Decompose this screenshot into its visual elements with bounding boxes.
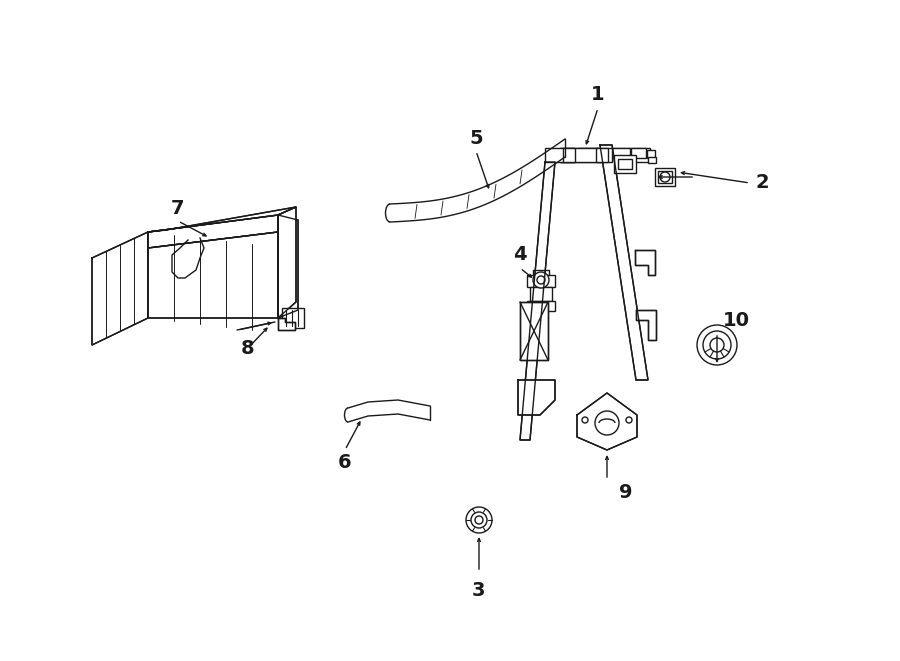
Bar [631, 148, 646, 158]
Polygon shape [635, 250, 655, 275]
Polygon shape [278, 207, 296, 318]
Bar [563, 148, 575, 162]
Bar [658, 171, 672, 183]
Bar [282, 308, 304, 328]
Bar [530, 287, 552, 301]
Polygon shape [278, 215, 298, 318]
Bar [655, 168, 675, 186]
Text: 8: 8 [241, 338, 255, 358]
Circle shape [710, 338, 724, 352]
Polygon shape [148, 207, 296, 232]
Bar [614, 155, 636, 173]
Text: 1: 1 [591, 85, 605, 104]
Polygon shape [148, 215, 278, 248]
Polygon shape [600, 145, 648, 380]
Bar [648, 157, 656, 163]
Bar [527, 301, 555, 311]
Circle shape [537, 276, 545, 284]
Circle shape [703, 331, 731, 359]
Circle shape [471, 512, 487, 528]
Bar [545, 148, 612, 162]
Circle shape [533, 272, 549, 288]
Bar [578, 148, 598, 158]
Circle shape [595, 411, 619, 435]
Text: 3: 3 [472, 580, 485, 600]
Polygon shape [92, 232, 148, 345]
Text: 7: 7 [171, 198, 184, 217]
Bar [560, 148, 574, 162]
Polygon shape [577, 393, 637, 450]
Circle shape [626, 417, 632, 423]
Text: 2: 2 [755, 173, 769, 192]
Bar [560, 148, 650, 162]
Polygon shape [520, 302, 548, 360]
Text: 5: 5 [469, 128, 482, 147]
Polygon shape [278, 318, 295, 330]
Circle shape [660, 172, 670, 182]
Circle shape [697, 325, 737, 365]
Bar [596, 148, 608, 162]
Circle shape [466, 507, 492, 533]
Bar [527, 275, 555, 287]
Text: 6: 6 [338, 453, 352, 471]
Text: 4: 4 [513, 245, 526, 264]
Bar [647, 150, 655, 158]
Polygon shape [148, 232, 278, 318]
Polygon shape [636, 310, 656, 340]
Bar [618, 159, 632, 169]
Circle shape [475, 516, 483, 524]
Bar [608, 148, 630, 158]
Text: 10: 10 [723, 311, 750, 329]
Polygon shape [518, 380, 555, 415]
Text: 9: 9 [619, 483, 633, 502]
Polygon shape [520, 162, 555, 440]
Circle shape [582, 417, 588, 423]
